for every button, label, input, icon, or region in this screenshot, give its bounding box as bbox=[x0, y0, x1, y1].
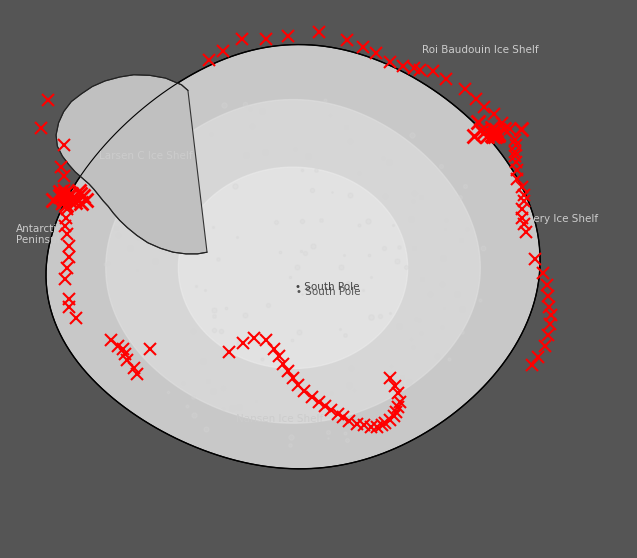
Text: Antarctic
Peninsula: Antarctic Peninsula bbox=[16, 224, 66, 245]
Polygon shape bbox=[56, 75, 207, 254]
Text: Amery Ice Shelf: Amery Ice Shelf bbox=[516, 214, 598, 224]
Polygon shape bbox=[46, 45, 540, 469]
Text: • South Pole: • South Pole bbox=[295, 282, 359, 292]
Text: • South Pole: • South Pole bbox=[296, 287, 361, 297]
Text: Roi Baudouin Ice Shelf: Roi Baudouin Ice Shelf bbox=[422, 45, 538, 55]
Text: Nansen Ice Shelf: Nansen Ice Shelf bbox=[236, 413, 323, 424]
Text: Larsen C Ice Shelf: Larsen C Ice Shelf bbox=[99, 151, 192, 161]
Polygon shape bbox=[178, 167, 408, 368]
Polygon shape bbox=[106, 99, 480, 423]
